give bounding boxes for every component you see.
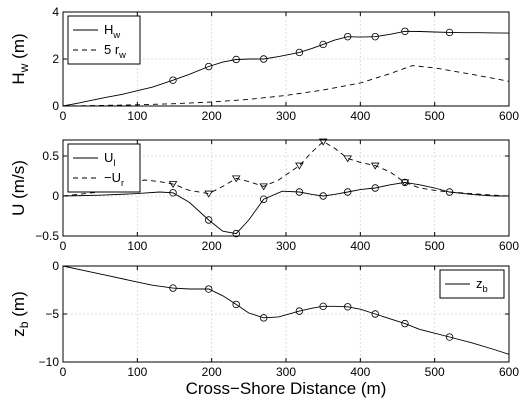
series-line-1	[62, 181, 509, 235]
series-line-1	[62, 265, 510, 355]
data-point-marker	[169, 189, 177, 197]
legend-box	[67, 143, 141, 193]
data-point-marker	[445, 333, 454, 341]
data-point-marker	[232, 55, 240, 64]
legend-entry-label: zb	[476, 276, 488, 294]
y-tick-label: 0	[52, 99, 59, 113]
data-point-marker	[343, 32, 352, 41]
y-tick-label: 0	[52, 189, 59, 203]
data-point-marker	[232, 229, 240, 238]
legend: Ul −Ur	[67, 143, 141, 193]
data-point-marker	[295, 48, 304, 57]
panel-3: 0 100 200 300 400 500 600 −10 −5 0 zb (m) Cross−Sho…	[9, 259, 519, 398]
panel-2: 0 100 200 300 400 500 600−0.500.5U (m/s)Ul−Ur	[9, 138, 519, 253]
x-tick-label: 500	[425, 365, 445, 379]
series-line-2	[62, 141, 510, 197]
data-point-marker	[371, 310, 379, 318]
data-point-marker	[204, 285, 213, 293]
data-point-marker	[260, 55, 268, 63]
data-point-marker	[401, 27, 409, 35]
legend: Hw 5 rw	[67, 15, 141, 65]
x-tick-label: 100	[127, 365, 147, 379]
x-tick-label: 200	[202, 239, 222, 253]
x-tick-label: 600	[499, 365, 519, 379]
x-tick-label: 300	[276, 109, 296, 123]
x-tick-label: 100	[127, 109, 147, 123]
x-tick-label: 500	[425, 239, 445, 253]
y-tick-label: −10	[39, 355, 60, 369]
y-tick-label: 0	[52, 259, 59, 273]
data-point-marker	[169, 76, 177, 84]
data-point-marker	[401, 319, 409, 328]
y-tick-label: −0.5	[35, 229, 59, 243]
data-point-marker	[319, 192, 327, 200]
data-point-marker	[318, 138, 328, 146]
data-point-marker	[343, 303, 352, 311]
y-tick-label: 4	[52, 5, 59, 19]
data-point-marker	[259, 183, 269, 191]
x-tick-label: 400	[350, 365, 370, 379]
x-tick-label: 0	[60, 239, 67, 253]
x-tick-label: 500	[425, 109, 445, 123]
data-point-marker	[260, 314, 268, 322]
series-line-1	[62, 30, 510, 107]
data-point-marker	[343, 155, 353, 163]
x-axis-label: Cross−Shore Distance (m)	[186, 379, 387, 398]
data-point-marker	[169, 284, 177, 292]
legend-entry-label: Ul	[104, 150, 115, 168]
x-tick-label: 400	[350, 239, 370, 253]
legend-box	[67, 15, 141, 65]
legend-entry-label: −Ur	[104, 170, 124, 188]
data-point-marker	[343, 188, 352, 196]
x-tick-label: 0	[60, 109, 67, 123]
data-point-marker	[260, 195, 268, 203]
y-tick-label: 2	[52, 52, 59, 66]
data-point-marker	[319, 302, 327, 311]
legend-entry-label: 5 rw	[104, 42, 126, 60]
x-tick-label: 200	[202, 109, 222, 123]
x-tick-label: 400	[350, 109, 370, 123]
data-point-marker	[295, 188, 304, 196]
y-axis-label: Hw (m)	[9, 33, 31, 84]
data-point-marker	[295, 307, 304, 315]
y-tick-label: 0.5	[42, 149, 59, 163]
x-tick-label: 600	[499, 109, 519, 123]
x-tick-label: 0	[60, 365, 67, 379]
data-point-marker	[231, 175, 241, 183]
data-point-marker	[204, 216, 213, 224]
legend: zb	[439, 269, 505, 299]
series-line-2	[62, 65, 510, 107]
panel-1: 0 100 200 300 400 500 600 0 2 4 Hw (m) Hw 5 rw	[9, 5, 519, 123]
data-point-marker	[400, 179, 410, 187]
data-point-marker	[371, 32, 379, 41]
y-axis-label: U (m/s)	[9, 160, 28, 216]
x-tick-label: 300	[276, 365, 296, 379]
data-point-marker	[445, 28, 454, 37]
data-point-marker	[319, 40, 327, 49]
x-tick-label: 100	[127, 239, 147, 253]
y-tick-label: −5	[45, 307, 59, 321]
data-point-marker	[371, 184, 379, 192]
data-point-marker	[295, 162, 304, 170]
data-point-marker	[232, 300, 240, 309]
x-tick-label: 300	[276, 239, 296, 253]
legend-entry-label: Hw	[104, 22, 120, 40]
y-axis-label: zb (m)	[9, 291, 31, 337]
data-point-marker	[370, 162, 380, 170]
data-point-marker	[204, 190, 214, 198]
x-tick-label: 600	[499, 239, 519, 253]
x-tick-label: 200	[202, 365, 222, 379]
data-point-marker	[168, 181, 178, 188]
data-point-marker	[204, 62, 213, 71]
